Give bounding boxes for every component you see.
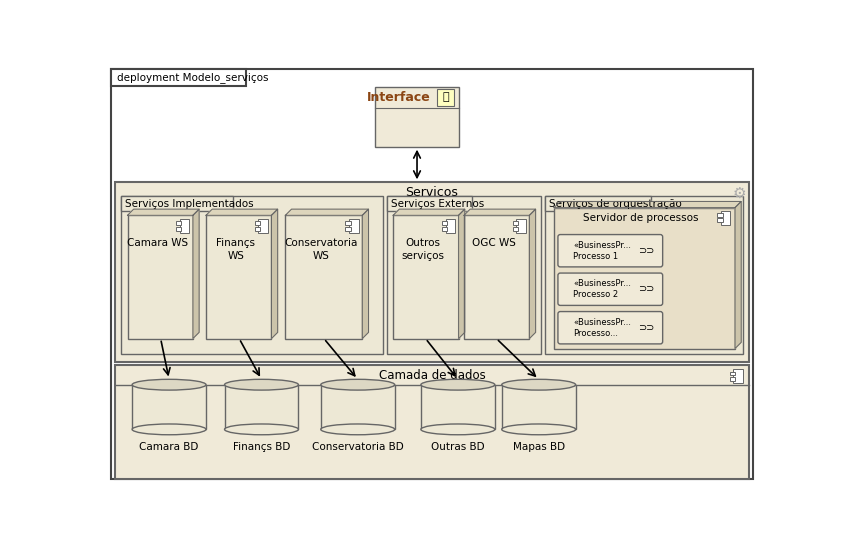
FancyBboxPatch shape: [502, 384, 576, 430]
FancyBboxPatch shape: [717, 218, 722, 222]
FancyBboxPatch shape: [513, 222, 518, 225]
FancyBboxPatch shape: [558, 273, 663, 305]
FancyBboxPatch shape: [346, 227, 351, 231]
FancyBboxPatch shape: [545, 196, 651, 211]
FancyBboxPatch shape: [259, 219, 267, 233]
FancyBboxPatch shape: [721, 211, 730, 225]
FancyBboxPatch shape: [717, 213, 722, 217]
Text: ⊃⊃: ⊃⊃: [638, 323, 655, 333]
Ellipse shape: [321, 380, 395, 390]
Ellipse shape: [502, 380, 576, 390]
Text: deployment Modelo_serviços: deployment Modelo_serviços: [116, 72, 268, 83]
FancyBboxPatch shape: [464, 216, 529, 338]
Text: Mapas BD: Mapas BD: [513, 443, 565, 452]
Text: Camara BD: Camara BD: [139, 443, 199, 452]
FancyBboxPatch shape: [121, 196, 233, 211]
Ellipse shape: [421, 424, 495, 435]
FancyBboxPatch shape: [421, 384, 495, 430]
FancyBboxPatch shape: [558, 235, 663, 267]
Text: Serviços: Serviços: [405, 186, 459, 199]
FancyBboxPatch shape: [513, 227, 518, 231]
Text: OGC WS: OGC WS: [472, 238, 516, 248]
Text: Outras BD: Outras BD: [431, 443, 485, 452]
Polygon shape: [127, 209, 199, 216]
Text: Conservatoria
WS: Conservatoria WS: [284, 238, 357, 261]
Polygon shape: [193, 209, 199, 338]
Polygon shape: [271, 209, 277, 338]
Ellipse shape: [132, 380, 206, 390]
FancyBboxPatch shape: [127, 216, 193, 338]
FancyBboxPatch shape: [445, 219, 454, 233]
Text: Interface: Interface: [367, 91, 431, 104]
FancyBboxPatch shape: [346, 222, 351, 225]
FancyBboxPatch shape: [224, 384, 298, 430]
FancyBboxPatch shape: [730, 377, 735, 381]
FancyBboxPatch shape: [111, 69, 246, 86]
Text: «BusinessPr...
Processo 2: «BusinessPr... Processo 2: [573, 279, 631, 299]
Text: Camada de dados: Camada de dados: [379, 369, 486, 382]
Text: ⊃⊃: ⊃⊃: [638, 246, 655, 256]
FancyBboxPatch shape: [437, 89, 454, 106]
Polygon shape: [735, 201, 741, 349]
Text: Camara WS: Camara WS: [126, 238, 188, 248]
FancyBboxPatch shape: [321, 384, 395, 430]
Polygon shape: [464, 209, 535, 216]
FancyBboxPatch shape: [132, 384, 206, 430]
Ellipse shape: [421, 380, 495, 390]
FancyBboxPatch shape: [387, 196, 541, 354]
Ellipse shape: [502, 424, 576, 435]
Text: Conservatoria BD: Conservatoria BD: [312, 443, 404, 452]
FancyBboxPatch shape: [255, 227, 260, 231]
FancyBboxPatch shape: [176, 227, 181, 231]
Text: «BusinessPr...
Processo 1: «BusinessPr... Processo 1: [573, 241, 631, 261]
FancyBboxPatch shape: [115, 182, 749, 362]
Text: Finançs BD: Finançs BD: [233, 443, 290, 452]
Polygon shape: [362, 209, 368, 338]
FancyBboxPatch shape: [387, 196, 472, 211]
Text: Serviços de orquestração: Serviços de orquestração: [549, 199, 681, 209]
Text: Servidor de processos: Servidor de processos: [583, 213, 699, 223]
FancyBboxPatch shape: [255, 222, 260, 225]
Text: ⚙: ⚙: [733, 186, 746, 200]
FancyBboxPatch shape: [733, 369, 743, 383]
Text: Serviços Implementados: Serviços Implementados: [126, 199, 254, 209]
FancyBboxPatch shape: [393, 216, 459, 338]
Polygon shape: [554, 201, 741, 207]
Polygon shape: [206, 209, 277, 216]
Text: ⊃⊃: ⊃⊃: [638, 284, 655, 294]
FancyBboxPatch shape: [554, 207, 735, 349]
Text: Finançs
WS: Finançs WS: [216, 238, 255, 261]
Polygon shape: [529, 209, 535, 338]
Ellipse shape: [224, 424, 298, 435]
FancyBboxPatch shape: [206, 216, 271, 338]
FancyBboxPatch shape: [545, 196, 743, 354]
FancyBboxPatch shape: [442, 222, 447, 225]
Polygon shape: [459, 209, 464, 338]
FancyBboxPatch shape: [517, 219, 525, 233]
FancyBboxPatch shape: [180, 219, 189, 233]
FancyBboxPatch shape: [442, 227, 447, 231]
FancyBboxPatch shape: [730, 371, 735, 375]
FancyBboxPatch shape: [558, 312, 663, 344]
Polygon shape: [285, 209, 368, 216]
Text: Outros
serviços: Outros serviços: [401, 238, 444, 261]
FancyBboxPatch shape: [115, 365, 749, 479]
Text: «BusinessPr...
Processo...: «BusinessPr... Processo...: [573, 318, 631, 338]
Ellipse shape: [321, 424, 395, 435]
FancyBboxPatch shape: [285, 216, 362, 338]
Ellipse shape: [224, 380, 298, 390]
Text: 📄: 📄: [443, 92, 448, 103]
FancyBboxPatch shape: [111, 69, 753, 479]
Ellipse shape: [132, 424, 206, 435]
FancyBboxPatch shape: [176, 222, 181, 225]
Text: Serviços Externos: Serviços Externos: [391, 199, 484, 209]
FancyBboxPatch shape: [375, 87, 459, 147]
FancyBboxPatch shape: [349, 219, 358, 233]
FancyBboxPatch shape: [121, 196, 383, 354]
Polygon shape: [393, 209, 464, 216]
